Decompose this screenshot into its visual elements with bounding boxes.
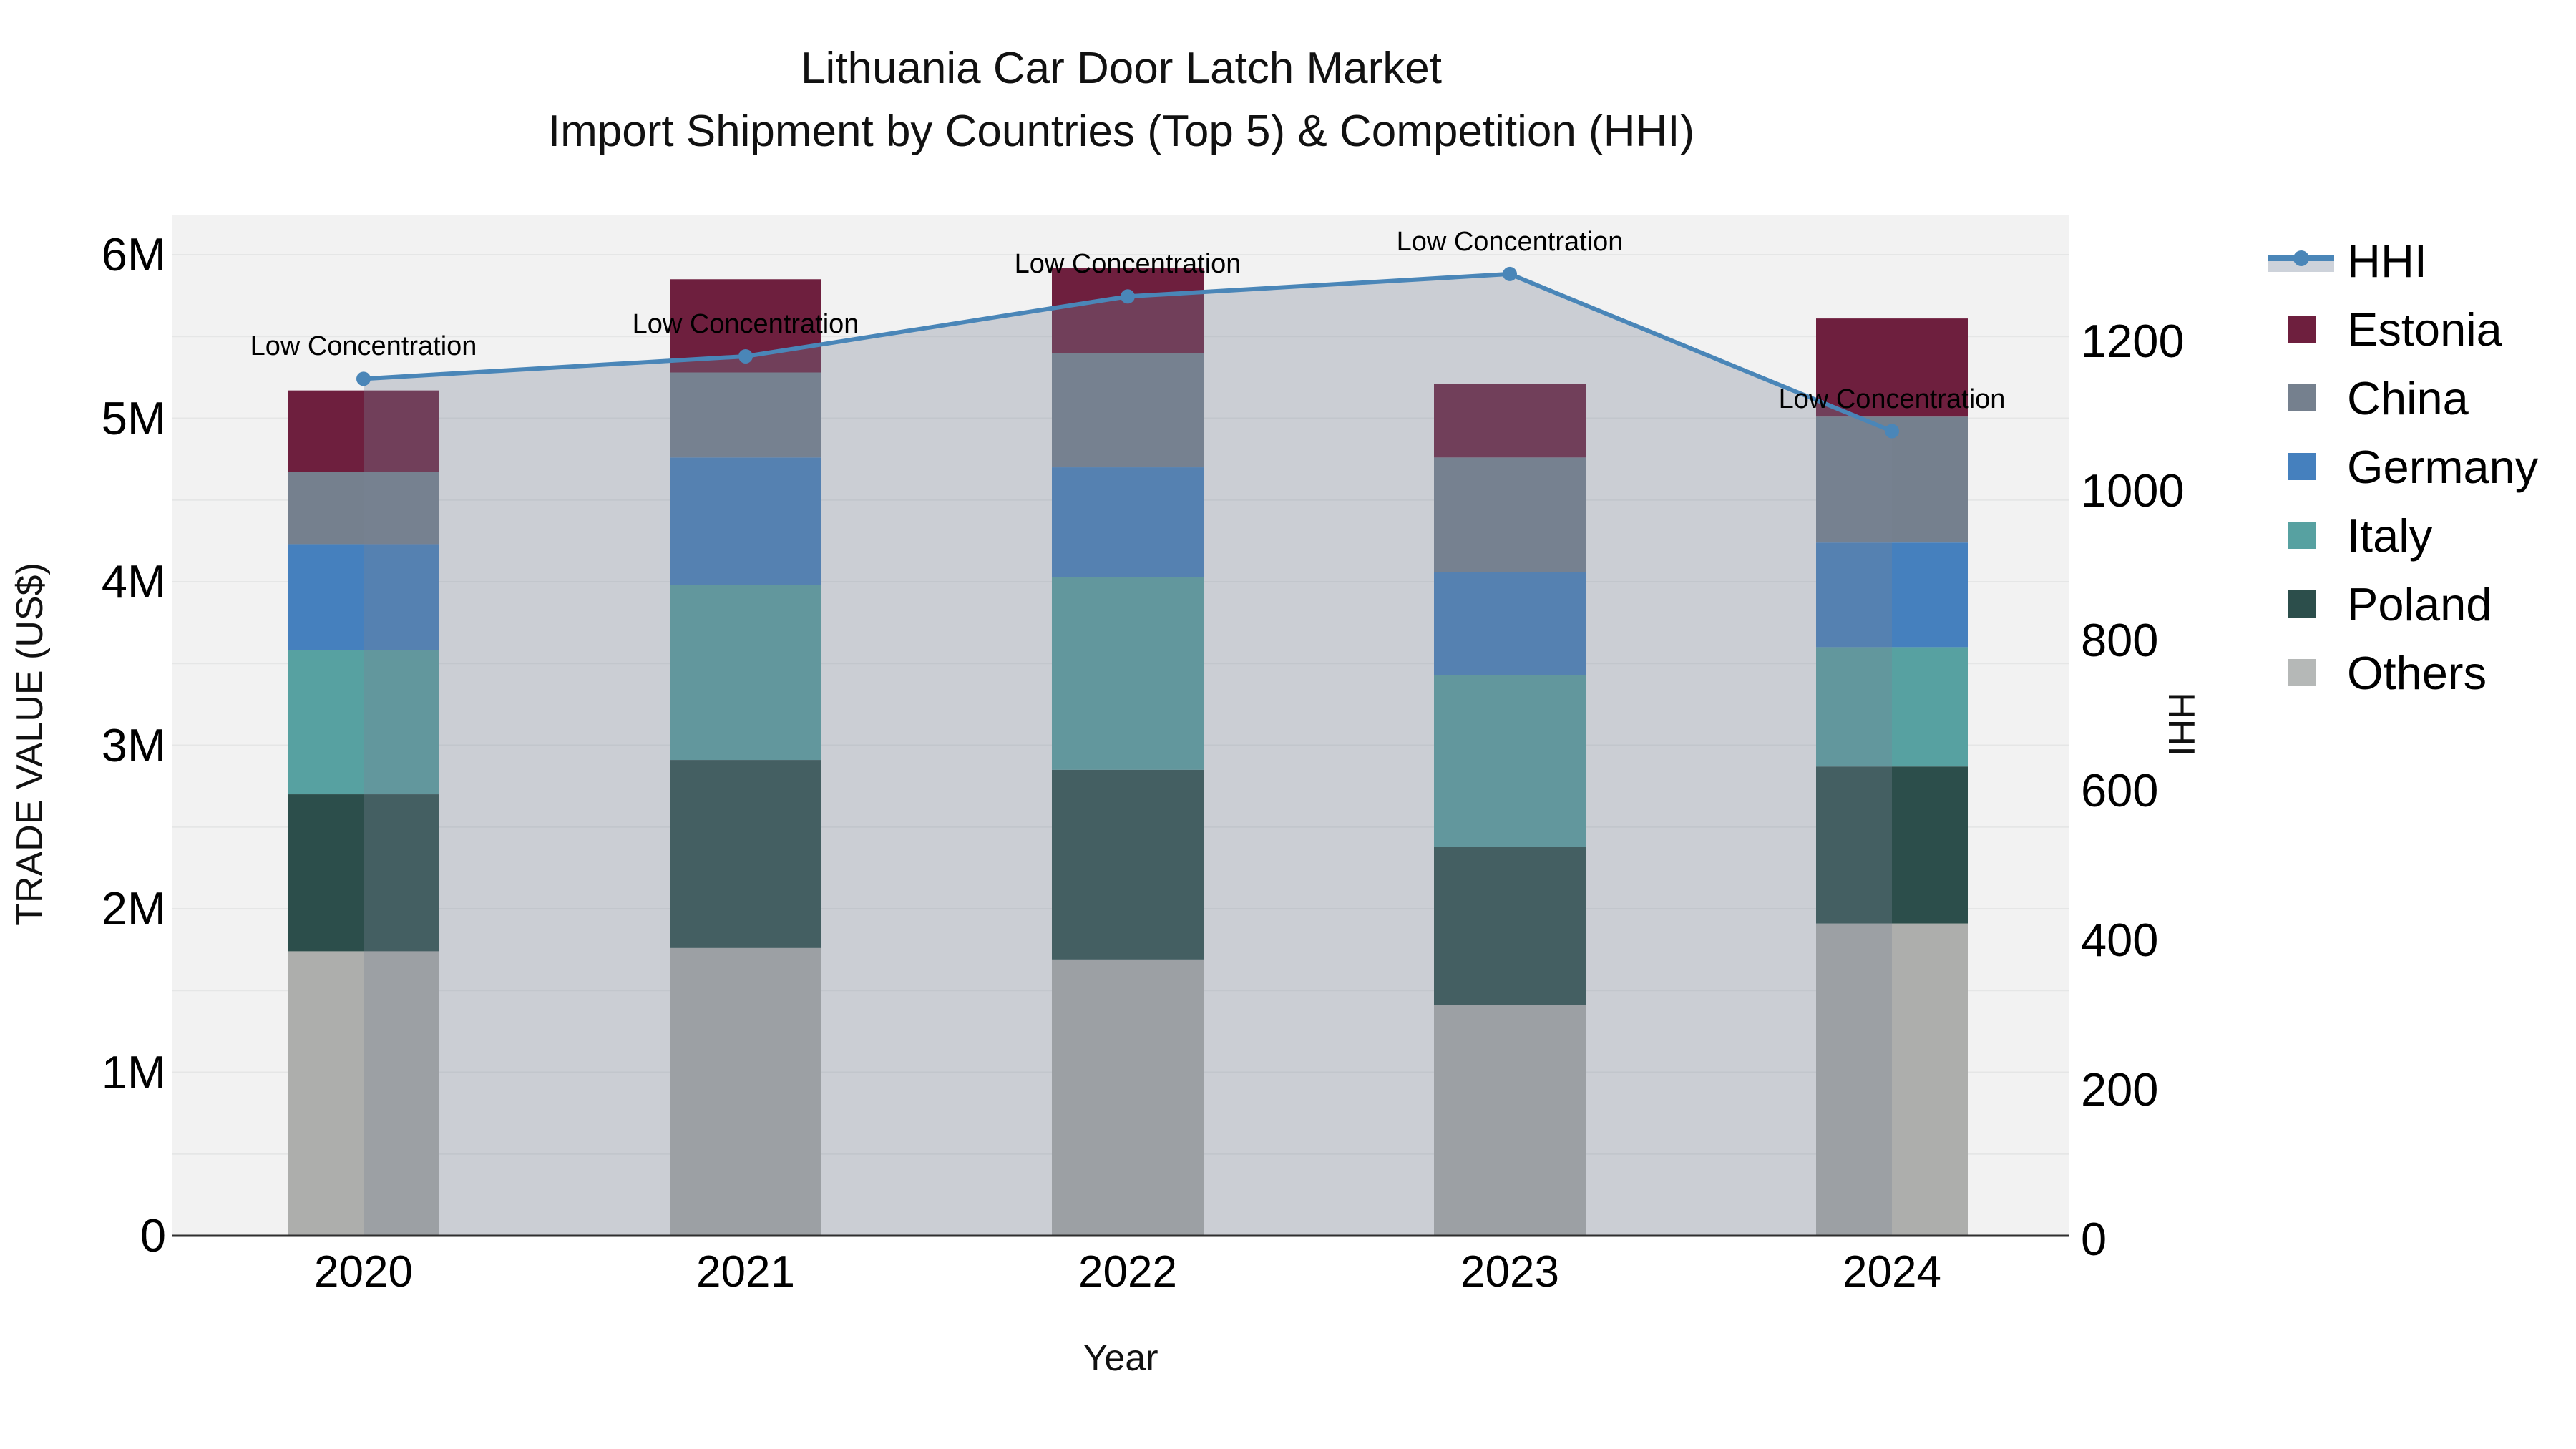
annotation-2020: Low Concentration <box>250 331 477 362</box>
x-axis-title: Year <box>1083 1337 1158 1379</box>
legend-label: Estonia <box>2347 303 2502 356</box>
hhi-marker-2023[interactable] <box>1503 266 1517 281</box>
bar-segment-poland-2023[interactable] <box>1434 847 1586 1005</box>
y-right-tick-1200: 1200 <box>2081 315 2185 368</box>
hhi-area-fill <box>364 273 1892 1236</box>
bar-segment-others-2024[interactable] <box>1816 923 1968 1236</box>
bar-segment-poland-2021[interactable] <box>670 760 821 948</box>
bar-segment-poland-2020[interactable] <box>288 794 439 952</box>
annotation-2022: Low Concentration <box>1014 249 1241 280</box>
hhi-marker-2022[interactable] <box>1121 289 1135 304</box>
bar-segment-italy-2022[interactable] <box>1052 577 1204 770</box>
chart-title: Lithuania Car Door Latch Market Import S… <box>172 37 2070 163</box>
legend-item-hhi[interactable]: HHI <box>2268 226 2538 295</box>
y-left-tick-0: 0 <box>140 1209 166 1262</box>
bar-segment-china-2023[interactable] <box>1434 457 1586 572</box>
x-tick-2020: 2020 <box>314 1247 413 1297</box>
bar-segment-italy-2024[interactable] <box>1816 647 1968 767</box>
bar-segment-china-2021[interactable] <box>670 372 821 458</box>
bar-segment-others-2023[interactable] <box>1434 1005 1586 1236</box>
y-right-tick-600: 600 <box>2081 763 2159 816</box>
bar-segment-estonia-2020[interactable] <box>288 390 439 472</box>
y-axis-left-title: TRADE VALUE (US$) <box>9 562 51 926</box>
y-right-tick-1000: 1000 <box>2081 464 2185 517</box>
legend-item-china[interactable]: China <box>2268 364 2538 432</box>
annotation-2024: Low Concentration <box>1778 384 2006 414</box>
legend-swatch-icon-china <box>2268 364 2347 432</box>
legend-label: Italy <box>2347 509 2433 562</box>
bar-segment-poland-2022[interactable] <box>1052 769 1204 960</box>
legend-item-germany[interactable]: Germany <box>2268 432 2538 501</box>
y-left-tick-6M: 6M <box>101 228 166 280</box>
bar-segment-others-2022[interactable] <box>1052 959 1204 1236</box>
y-left-tick-4M: 4M <box>101 555 166 608</box>
bar-segment-poland-2024[interactable] <box>1816 766 1968 924</box>
y-right-tick-200: 200 <box>2081 1063 2159 1116</box>
bar-segment-italy-2023[interactable] <box>1434 675 1586 847</box>
y-left-tick-2M: 2M <box>101 882 166 935</box>
legend-label: Germany <box>2347 440 2539 493</box>
x-tick-2022: 2022 <box>1078 1247 1177 1297</box>
legend-label: China <box>2347 371 2469 424</box>
legend-swatch-icon-italy <box>2268 501 2347 570</box>
legend-swatch-icon-others <box>2268 638 2347 707</box>
legend-swatch-icon-poland <box>2268 570 2347 638</box>
bar-segment-italy-2021[interactable] <box>670 585 821 761</box>
bar-segment-others-2020[interactable] <box>288 951 439 1236</box>
hhi-marker-2024[interactable] <box>1885 424 1899 439</box>
annotation-2023: Low Concentration <box>1396 226 1624 257</box>
bar-segment-germany-2022[interactable] <box>1052 467 1204 577</box>
x-tick-2024: 2024 <box>1843 1247 1941 1297</box>
legend-label: HHI <box>2347 234 2427 287</box>
y-right-tick-0: 0 <box>2081 1213 2107 1265</box>
chart-title-line2: Import Shipment by Countries (Top 5) & C… <box>547 107 1695 157</box>
hhi-line-swatch-icon <box>2268 226 2347 295</box>
x-tick-2021: 2021 <box>696 1247 795 1297</box>
bar-segment-italy-2020[interactable] <box>288 650 439 795</box>
bar-segment-germany-2023[interactable] <box>1434 572 1586 675</box>
y-right-tick-400: 400 <box>2081 913 2159 966</box>
y-right-tick-800: 800 <box>2081 614 2159 667</box>
legend: HHI Estonia China Germany Italy Poland Others <box>2268 226 2538 707</box>
hhi-marker-2021[interactable] <box>738 348 753 364</box>
legend-item-italy[interactable]: Italy <box>2268 501 2538 570</box>
legend-label: Others <box>2347 646 2487 699</box>
legend-swatch-icon-germany <box>2268 432 2347 501</box>
bar-segment-estonia-2022[interactable] <box>1052 268 1204 353</box>
bar-segment-others-2021[interactable] <box>670 947 821 1236</box>
annotation-2021: Low Concentration <box>632 308 859 339</box>
legend-item-poland[interactable]: Poland <box>2268 570 2538 638</box>
bar-segment-estonia-2024[interactable] <box>1816 318 1968 417</box>
y-left-tick-3M: 3M <box>101 718 166 771</box>
bar-segment-germany-2020[interactable] <box>288 544 439 650</box>
legend-item-estonia[interactable]: Estonia <box>2268 295 2538 364</box>
legend-swatch-icon-estonia <box>2268 295 2347 364</box>
x-tick-2023: 2023 <box>1460 1247 1559 1297</box>
legend-label: Poland <box>2347 577 2492 630</box>
y-axis-right-title: HHI <box>2160 692 2202 756</box>
bar-segment-china-2022[interactable] <box>1052 353 1204 468</box>
bar-segment-germany-2024[interactable] <box>1816 542 1968 648</box>
y-left-tick-5M: 5M <box>101 391 166 444</box>
bar-segment-china-2020[interactable] <box>288 472 439 545</box>
chart-title-line1: Lithuania Car Door Latch Market <box>800 44 1442 93</box>
bar-segment-germany-2021[interactable] <box>670 457 821 585</box>
y-left-tick-1M: 1M <box>101 1045 166 1098</box>
legend-item-others[interactable]: Others <box>2268 638 2538 707</box>
bar-segment-estonia-2023[interactable] <box>1434 384 1586 458</box>
hhi-marker-2020[interactable] <box>356 371 371 386</box>
